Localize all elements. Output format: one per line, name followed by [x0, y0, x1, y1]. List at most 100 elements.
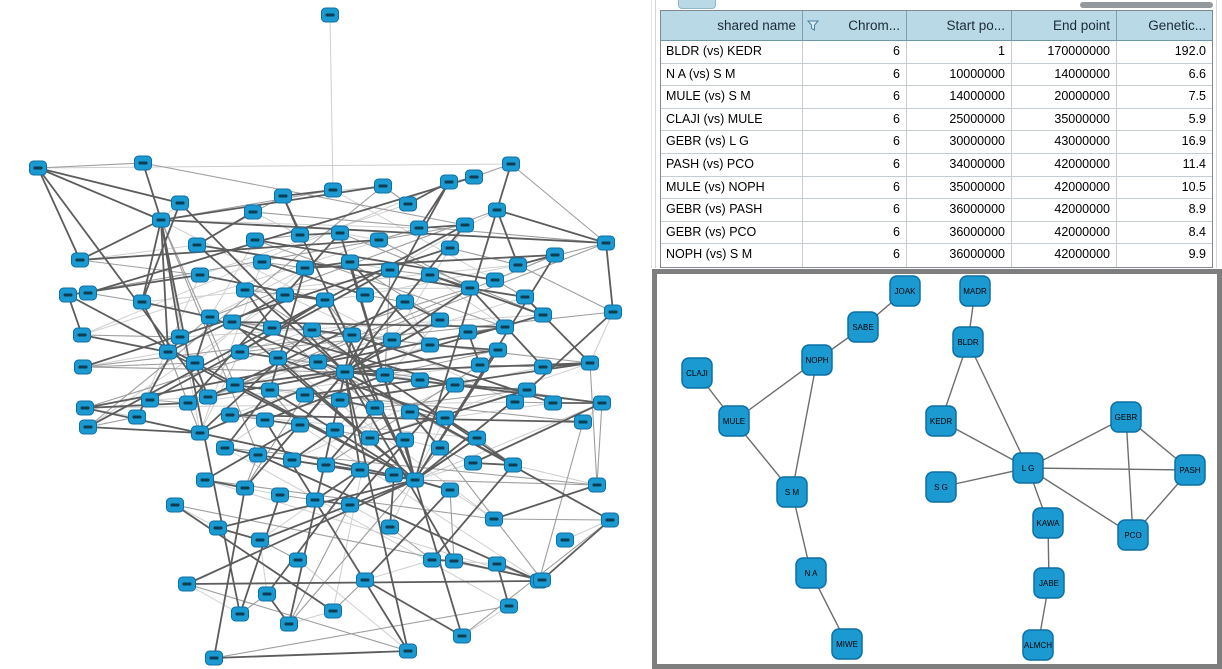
table-row[interactable]: PASH (vs) PCO 6 34000000 42000000 11.4 [661, 153, 1212, 177]
overview-edge[interactable] [444, 402, 554, 419]
detail-node-N-A[interactable]: N A [795, 557, 827, 589]
overview-node[interactable] [152, 212, 170, 228]
overview-edge[interactable] [364, 489, 451, 581]
detail-node-GEBR[interactable]: GEBR [1110, 401, 1142, 433]
overview-edge[interactable] [344, 181, 450, 373]
overview-edge[interactable] [224, 447, 510, 607]
overview-node[interactable] [316, 292, 334, 308]
overview-node[interactable] [223, 314, 241, 330]
overview-node[interactable] [453, 628, 471, 644]
overview-edge[interactable] [541, 519, 611, 581]
detail-node-S-G[interactable]: S G [925, 471, 957, 503]
overview-edge[interactable] [82, 366, 346, 373]
overview-edge[interactable] [344, 287, 471, 373]
overview-edge[interactable] [378, 239, 471, 289]
detail-node-KEDR[interactable]: KEDR [925, 405, 957, 437]
overview-node[interactable] [396, 294, 414, 310]
overview-node[interactable] [485, 511, 503, 527]
overview-node[interactable] [283, 452, 301, 468]
overview-node[interactable] [423, 552, 441, 568]
overview-node[interactable] [196, 472, 214, 488]
detail-edge[interactable] [1027, 416, 1127, 469]
overview-edge[interactable] [414, 437, 478, 481]
overview-edge[interactable] [414, 462, 474, 481]
overview-node[interactable] [191, 267, 209, 283]
overview-edge[interactable] [269, 267, 306, 391]
overview-node[interactable] [221, 407, 239, 423]
overview-edge[interactable] [277, 357, 416, 481]
overview-node[interactable] [464, 455, 482, 471]
overview-node[interactable] [317, 457, 335, 473]
overview-edge[interactable] [325, 407, 376, 466]
overview-node[interactable] [421, 267, 439, 283]
overview-edge[interactable] [84, 402, 189, 409]
overview-node[interactable] [431, 312, 449, 328]
overview-edge[interactable] [160, 219, 607, 244]
overview-edge[interactable] [186, 583, 241, 615]
overview-node[interactable] [276, 287, 294, 303]
table-row[interactable]: NOPH (vs) S M 6 36000000 42000000 9.9 [661, 244, 1212, 267]
overview-node[interactable] [258, 586, 276, 602]
overview-node[interactable] [199, 389, 217, 405]
overview-edge[interactable] [167, 351, 416, 481]
overview-node[interactable] [411, 372, 429, 388]
detail-node-PCO[interactable]: PCO [1117, 519, 1149, 551]
overview-edge[interactable] [209, 267, 306, 318]
overview-node[interactable] [544, 395, 562, 411]
table-row[interactable]: GEBR (vs) PASH 6 36000000 42000000 8.9 [661, 199, 1212, 222]
overview-edge[interactable] [496, 209, 607, 244]
overview-node[interactable] [370, 232, 388, 248]
overview-node[interactable] [209, 520, 227, 536]
overview-edge[interactable] [596, 402, 603, 486]
overview-edge[interactable] [141, 202, 181, 303]
overview-node[interactable] [381, 519, 399, 535]
overview-node[interactable] [446, 377, 464, 393]
overview-node[interactable] [291, 227, 309, 243]
detail-node-ALMCH[interactable]: ALMCH [1022, 629, 1054, 661]
overview-edge[interactable] [186, 479, 416, 585]
overview-edge[interactable] [213, 487, 246, 659]
detail-node-MULE[interactable]: MULE [718, 405, 750, 437]
overview-edge[interactable] [299, 424, 540, 582]
overview-node[interactable] [133, 294, 151, 310]
overview-edge[interactable] [141, 301, 169, 353]
overview-edge[interactable] [524, 296, 591, 364]
overview-edge[interactable] [605, 242, 614, 313]
overview-edge[interactable] [213, 650, 409, 659]
overview-edge[interactable] [364, 559, 433, 581]
overview-node[interactable] [291, 417, 309, 433]
overview-node[interactable] [236, 282, 254, 298]
overview-node[interactable] [309, 354, 327, 370]
overview-edge[interactable] [37, 162, 144, 169]
overview-edge[interactable] [589, 362, 598, 486]
overview-edge[interactable] [429, 274, 544, 316]
overview-node[interactable] [303, 322, 321, 338]
overview-node[interactable] [496, 319, 514, 335]
overview-edge[interactable] [79, 244, 198, 261]
overview-edge[interactable] [414, 402, 603, 481]
overview-edge[interactable] [87, 426, 201, 434]
overview-edge[interactable] [589, 311, 614, 364]
overview-node[interactable] [445, 553, 463, 569]
overview-node[interactable] [410, 220, 428, 236]
overview-node[interactable] [141, 392, 159, 408]
overview-node[interactable] [326, 422, 344, 438]
overview-node[interactable] [351, 462, 369, 478]
detail-node-NOPH[interactable]: NOPH [801, 344, 833, 376]
detail-edge[interactable] [967, 341, 1029, 469]
overview-edge[interactable] [510, 163, 607, 244]
table-row[interactable]: BLDR (vs) KEDR 6 1 170000000 192.0 [661, 41, 1212, 64]
detail-node-KAWA[interactable]: KAWA [1032, 507, 1064, 539]
overview-node[interactable] [534, 307, 552, 323]
overview-edge[interactable] [449, 489, 455, 562]
overview-node[interactable] [396, 432, 414, 448]
overview-node[interactable] [440, 174, 458, 190]
overview-node[interactable] [244, 204, 262, 220]
column-header-shared-name[interactable]: shared name [661, 11, 803, 41]
overview-node[interactable] [556, 532, 574, 548]
overview-node[interactable] [321, 7, 339, 23]
overview-node[interactable] [271, 487, 289, 503]
overview-node[interactable] [593, 395, 611, 411]
overview-node[interactable] [601, 512, 619, 528]
detail-edge[interactable] [791, 359, 818, 493]
